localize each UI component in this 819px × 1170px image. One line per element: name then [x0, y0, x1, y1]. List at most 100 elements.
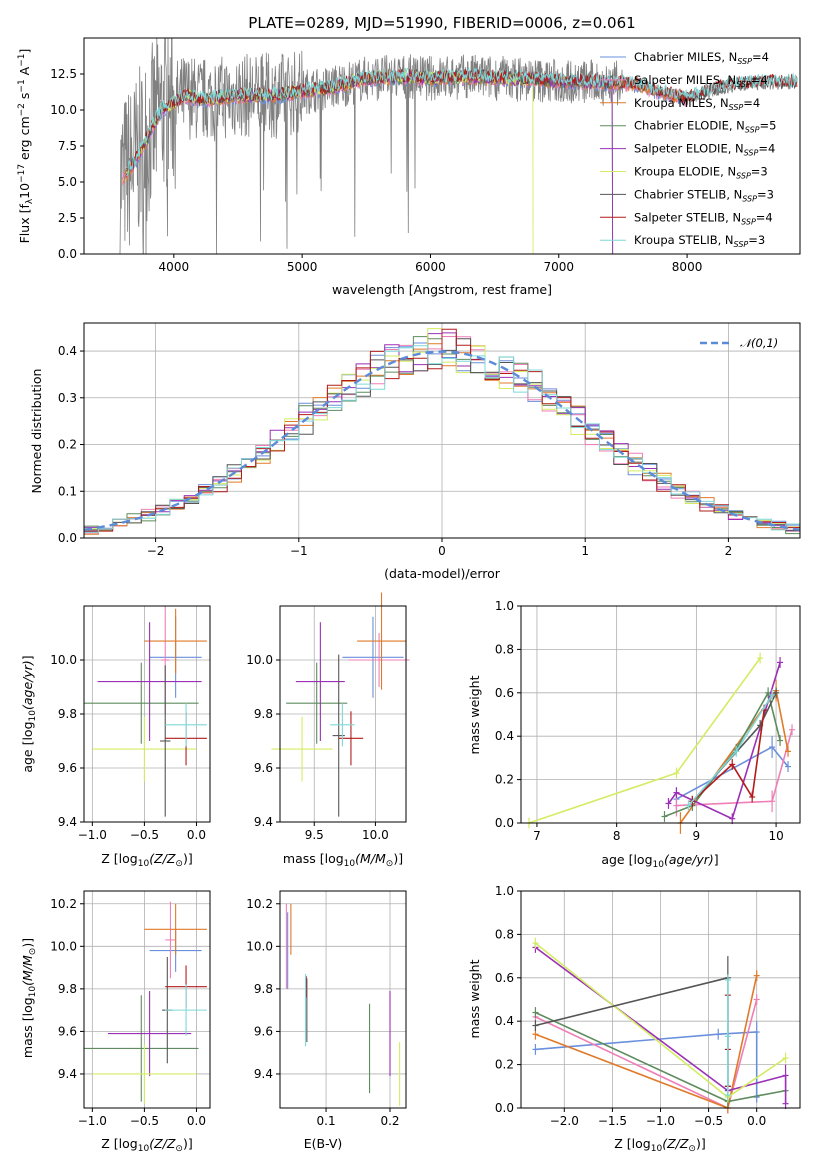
- plot-frame: [520, 890, 801, 1109]
- x-tick-label: −2.0: [550, 1114, 579, 1128]
- x-tick-label: −0.5: [130, 828, 159, 842]
- x-tick-label: −0.5: [130, 1114, 159, 1128]
- x-tick-label: −1.0: [78, 1114, 107, 1128]
- x-tick-label: 7: [533, 829, 541, 843]
- y-tick-label: 9.6: [254, 761, 273, 775]
- y-tick-label: 1.0: [495, 599, 514, 613]
- legend-label: Salpeter ELODIE, NSSP=4: [634, 142, 775, 158]
- x-tick-label: 10: [768, 829, 783, 843]
- y-tick-label: 9.4: [254, 815, 273, 829]
- z-vs-weight-x-label: Z [log10(Z/Z⊙)]: [614, 1136, 705, 1154]
- residual-histogram: [84, 328, 800, 538]
- x-tick-label: 0.0: [747, 1114, 766, 1128]
- x-tick-label: 7000: [543, 260, 574, 274]
- legend-label: Kroupa MILES, NSSP=4: [634, 96, 760, 112]
- y-tick-label: 0.0: [495, 1101, 514, 1115]
- z-vs-mass-y-label: mass [log10(M/M⊙)]: [20, 938, 38, 1058]
- model-spectrum-line: [125, 67, 798, 177]
- x-tick-label: −2: [147, 544, 165, 558]
- x-tick-label: 10.0: [362, 828, 389, 842]
- x-tick-label: 0.0: [187, 828, 206, 842]
- y-tick-label: 1.0: [495, 884, 514, 898]
- y-tick-label: 0.0: [495, 816, 514, 830]
- z-vs-age-x-label: Z [log10(Z/Z⊙)]: [101, 851, 192, 869]
- y-tick-label: 9.4: [58, 815, 77, 829]
- y-tick-label: 9.6: [254, 1024, 273, 1038]
- x-tick-label: 0.2: [380, 1114, 399, 1128]
- x-tick-label: 9.5: [305, 828, 324, 842]
- plot-frame: [520, 605, 801, 824]
- y-tick-label: 10.0: [50, 653, 77, 667]
- spectrum-legend: Chabrier MILES, NSSP=4 Salpeter MILES, NS…: [600, 50, 776, 249]
- y-tick-label: 0.4: [495, 1014, 514, 1028]
- y-tick-label: 9.8: [58, 707, 77, 721]
- y-tick-label: 10.0: [50, 939, 77, 953]
- y-tick-label: 9.6: [58, 761, 77, 775]
- y-tick-label: 9.4: [58, 1067, 77, 1081]
- z-vs-mass-x-label: Z [log10(Z/Z⊙)]: [101, 1136, 192, 1154]
- y-tick-label: 0.0: [58, 531, 77, 545]
- y-tick-label: 10.0: [246, 939, 273, 953]
- x-tick-label: 0.1: [317, 1114, 336, 1128]
- legend-label: Kroupa ELODIE, NSSP=3: [634, 165, 768, 181]
- y-tick-label: 7.5: [58, 139, 77, 153]
- mass-vs-age-x-label: mass [log10(M/M⊙)]: [283, 851, 403, 869]
- legend-label: Chabrier MILES, NSSP=4: [634, 50, 769, 66]
- model-spectrum-line: [125, 68, 798, 174]
- x-tick-label: 1: [581, 544, 589, 558]
- residuals-panel: −2 −1 0 1 2 0.0 0.1 0.2 0.3 0.4 (data-model)/erro…: [29, 322, 801, 581]
- x-tick-label: 4000: [159, 260, 190, 274]
- ebv-vs-mass-panel: 0.1 0.2 9.4 9.6 9.8 10.0 10.2: [246, 890, 407, 1128]
- plot-frame: [279, 605, 407, 823]
- y-tick-label: 10.2: [246, 897, 273, 911]
- z-vs-weight-y-label: mass weight: [467, 959, 482, 1038]
- y-tick-label: 0.6: [495, 686, 514, 700]
- x-tick-label: 0.0: [187, 1114, 206, 1128]
- lower-axis-labels: age [log10(age/yr)] Z [log10(Z/Z⊙)] mass…: [20, 655, 719, 1154]
- legend-label: Kroupa STELIB, NSSP=3: [634, 233, 765, 249]
- x-tick-label: 2: [725, 544, 733, 558]
- x-tick-label: −1.0: [646, 1114, 675, 1128]
- z-vs-age-y-label: age [log10(age/yr)]: [20, 655, 38, 772]
- y-tick-label: 9.6: [58, 1024, 77, 1038]
- residuals-y-label: Normed distribution: [29, 369, 44, 494]
- legend-label: Chabrier STELIB, NSSP=3: [634, 187, 774, 203]
- weight-series-line: [535, 1031, 758, 1098]
- weight-series-line: [534, 946, 787, 1104]
- spectrum-x-label: wavelength [Angstrom, rest frame]: [332, 282, 552, 297]
- residuals-legend: 𝒩(0,1): [700, 336, 778, 350]
- x-tick-label: −1: [290, 544, 308, 558]
- y-tick-label: 0.6: [495, 971, 514, 985]
- normal-curve: [84, 350, 800, 531]
- y-tick-label: 0.8: [495, 642, 514, 656]
- weight-series-line: [535, 999, 758, 1110]
- y-tick-label: 10.0: [50, 103, 77, 117]
- plot-frame: [279, 890, 407, 1109]
- legend-label: Chabrier ELODIE, NSSP=5: [634, 119, 776, 135]
- z-vs-mass-panel: −1.0 −0.5 0.0 9.4 9.6 9.8 10.0 10.2: [50, 890, 211, 1128]
- y-tick-label: 9.8: [254, 707, 273, 721]
- plot-frame: [83, 890, 211, 1109]
- legend-label: Salpeter MILES, NSSP=4: [634, 73, 768, 89]
- y-tick-label: 0.4: [58, 344, 77, 358]
- y-tick-label: 0.0: [58, 247, 77, 261]
- y-tick-label: 0.8: [495, 927, 514, 941]
- y-tick-label: 0.4: [495, 729, 514, 743]
- age-vs-weight-panel: 7 8 9 10 0.0 0.2 0.4 0.6 0.8 1.0: [495, 599, 801, 843]
- normal-curve-legend-label: 𝒩(0,1): [740, 336, 778, 350]
- age-vs-weight-x-label: age [log10(age/yr)]: [601, 852, 718, 870]
- weight-series-line: [667, 662, 781, 820]
- y-tick-label: 5.0: [58, 175, 77, 189]
- x-tick-label: 6000: [415, 260, 446, 274]
- legend-label: Salpeter STELIB, NSSP=4: [634, 210, 773, 226]
- y-tick-label: 10.0: [246, 653, 273, 667]
- y-tick-label: 0.2: [58, 438, 77, 452]
- plot-frame: [83, 605, 211, 823]
- z-vs-age-panel: −1.0 −0.5 0.0 9.4 9.6 9.8 10.0: [50, 605, 211, 842]
- y-tick-label: 10.2: [50, 897, 77, 911]
- spectrum-y-label: Flux [fλ10−17 erg cm−2 s−1 A−1]: [17, 49, 35, 244]
- y-tick-label: 0.2: [495, 1058, 514, 1072]
- age-vs-weight-y-label: mass weight: [467, 675, 482, 754]
- y-tick-label: 0.3: [58, 391, 77, 405]
